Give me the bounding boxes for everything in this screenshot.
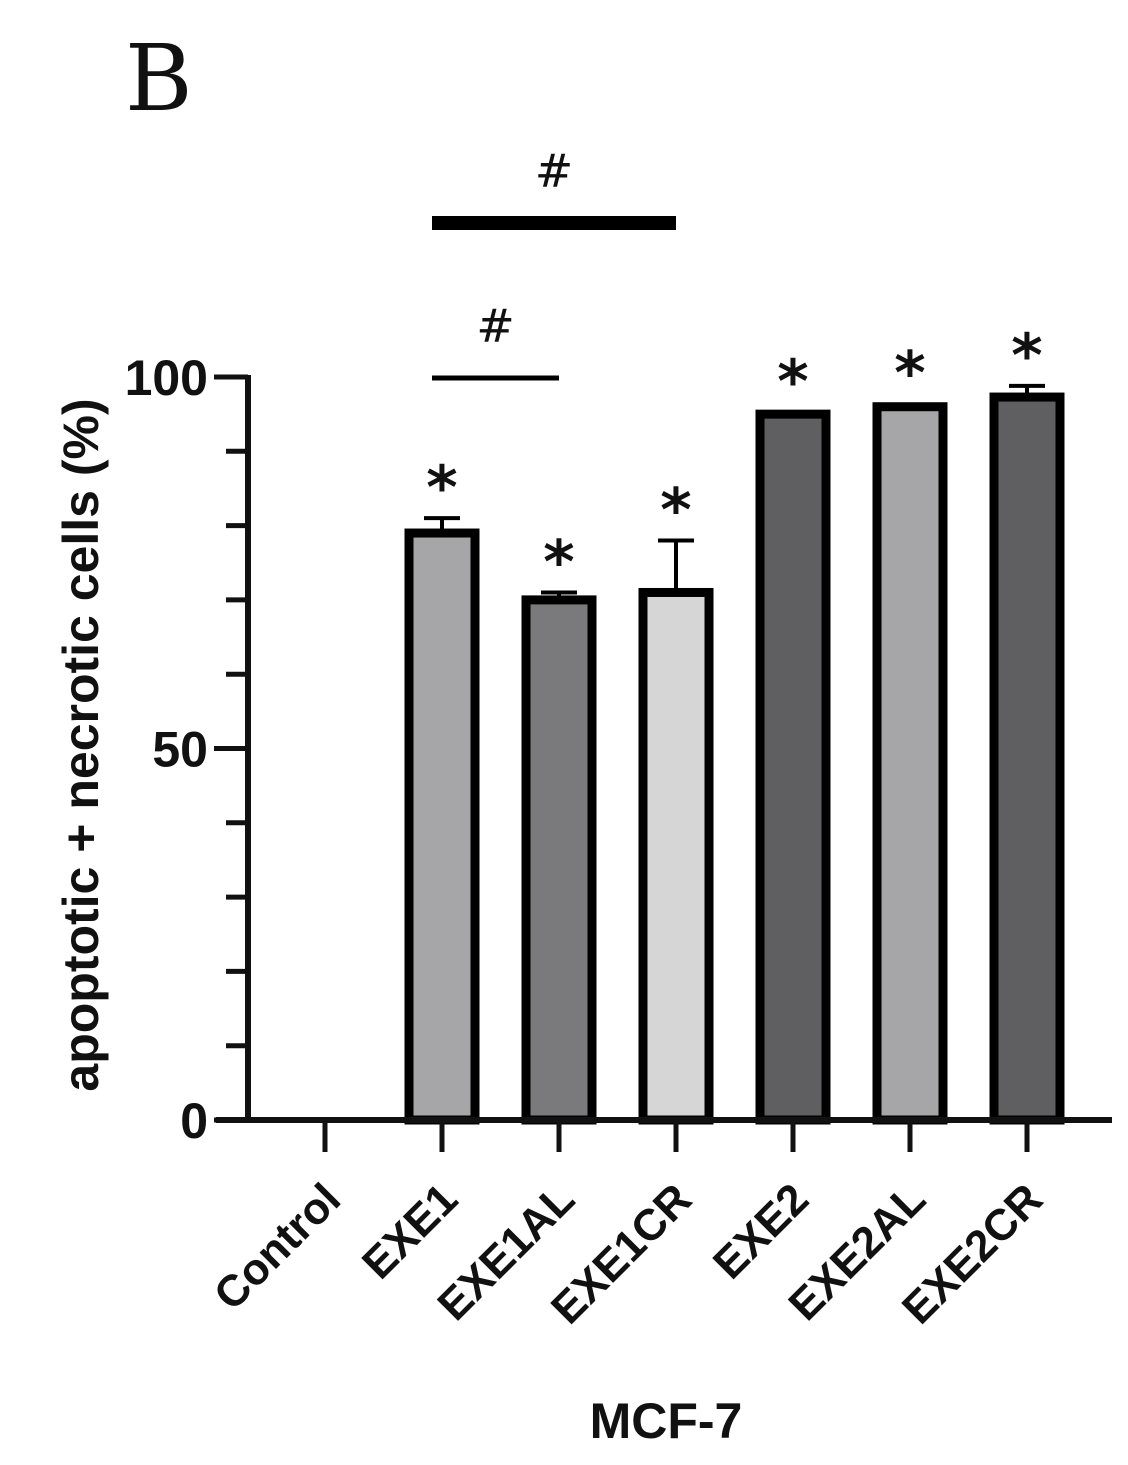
y-tick-label: 100 bbox=[125, 350, 208, 406]
significance-star: * bbox=[894, 339, 925, 409]
significance-star: * bbox=[426, 453, 457, 523]
x-tick-label: EXE2 bbox=[704, 1174, 818, 1288]
comparison-label: # bbox=[476, 299, 515, 353]
bar bbox=[638, 587, 714, 1125]
significance-star: * bbox=[660, 475, 691, 545]
comparison-label: # bbox=[535, 144, 574, 198]
x-tick-label: Control bbox=[205, 1174, 350, 1319]
panel-label: B bbox=[125, 25, 193, 132]
plot-area: 050100Control*EXE1*EXE1AL*EXE1CR*EXE2*EX… bbox=[125, 144, 1112, 1334]
y-tick-label: 50 bbox=[152, 722, 208, 778]
bar bbox=[872, 402, 948, 1125]
bar bbox=[521, 595, 597, 1125]
significance-star: * bbox=[777, 347, 808, 417]
bar bbox=[989, 392, 1065, 1125]
significance-star: * bbox=[543, 527, 574, 597]
x-axis-title: MCF-7 bbox=[590, 1393, 743, 1449]
bar bbox=[755, 409, 831, 1125]
y-axis-title: apoptotic + necrotic cells (%) bbox=[53, 398, 109, 1091]
y-tick-label: 0 bbox=[180, 1093, 208, 1149]
bar bbox=[404, 528, 480, 1125]
x-tick-label: EXE1 bbox=[353, 1174, 467, 1288]
significance-star: * bbox=[1011, 321, 1042, 391]
